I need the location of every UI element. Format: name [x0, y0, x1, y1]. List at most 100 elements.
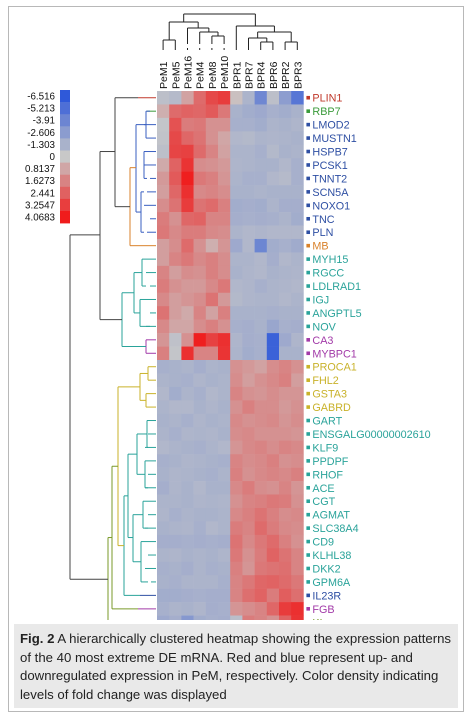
- heatmap-cell: [169, 602, 182, 616]
- heatmap-cell: [157, 360, 170, 374]
- heatmap-cell: [169, 185, 182, 199]
- heatmap-cell: [254, 279, 268, 294]
- legend-swatch: [60, 186, 70, 200]
- column-label: PeM1: [158, 61, 170, 89]
- heatmap-cell: [193, 494, 207, 509]
- heatmap-cell: [242, 481, 255, 495]
- heatmap-cell: [266, 588, 280, 603]
- heatmap-cell: [242, 91, 255, 105]
- heatmap-cell: [193, 360, 207, 374]
- heatmap-cell: [242, 588, 255, 603]
- row-marker: [306, 418, 310, 423]
- heatmap-cell: [218, 561, 231, 576]
- heatmap-cell: [291, 306, 304, 320]
- heatmap-cell: [205, 185, 219, 199]
- heatmap-cell: [169, 454, 182, 468]
- row-label: IL23R: [312, 590, 341, 602]
- row-marker: [306, 351, 310, 356]
- heatmap-cell: [193, 454, 207, 468]
- heatmap-cell: [279, 252, 292, 267]
- heatmap-cell: [169, 534, 182, 549]
- heatmap-cell: [181, 292, 194, 307]
- heatmap-cell: [242, 413, 255, 428]
- heatmap-cell: [157, 588, 170, 603]
- column-label: BPR1: [231, 61, 243, 89]
- heatmap-cell: [254, 104, 268, 119]
- row-marker: [306, 432, 310, 436]
- heatmap-cell: [181, 427, 194, 441]
- heatmap-cell: [279, 615, 292, 620]
- heatmap-cell: [230, 117, 243, 132]
- heatmap-cell: [218, 615, 231, 620]
- heatmap-cell: [193, 319, 207, 334]
- heatmap-cell: [266, 360, 280, 374]
- heatmap-cell: [218, 400, 231, 415]
- heatmap-cell: [157, 252, 170, 267]
- heatmap-cell: [193, 346, 207, 361]
- row-marker: [306, 580, 310, 584]
- heatmap-cell: [169, 265, 182, 280]
- row-marker: [306, 459, 310, 463]
- heatmap-cell: [242, 212, 255, 226]
- heatmap-cell: [242, 252, 255, 267]
- row-label: MUSTN1: [312, 133, 356, 145]
- heatmap-cell: [157, 481, 170, 495]
- heatmap-cell: [193, 440, 207, 455]
- heatmap-cell: [242, 225, 255, 240]
- column-label: PeM16: [183, 56, 195, 89]
- row-label: LDLRAD1: [312, 281, 361, 293]
- heatmap-cell: [230, 400, 243, 415]
- heatmap-cell: [291, 158, 304, 172]
- heatmap-cell: [205, 360, 219, 374]
- heatmap-cell: [181, 252, 194, 267]
- heatmap-cell: [205, 131, 219, 146]
- heatmap-cell: [169, 427, 182, 441]
- heatmap-cell: [193, 225, 207, 240]
- heatmap-cell: [169, 117, 182, 132]
- heatmap-cell: [254, 198, 268, 213]
- heatmap-cell: [266, 561, 280, 576]
- heatmap-cell: [279, 602, 292, 616]
- row-marker: [306, 297, 310, 302]
- row-label: ACE: [312, 483, 334, 495]
- heatmap-cell: [279, 454, 292, 468]
- heatmap-cell: [205, 144, 219, 159]
- legend-tick-label: -6.516: [27, 92, 55, 103]
- heatmap-cell: [242, 561, 255, 576]
- heatmap-cell: [205, 534, 219, 549]
- heatmap-cell: [242, 507, 255, 522]
- heatmap-cell: [169, 615, 182, 620]
- heatmap-cell: [254, 548, 268, 563]
- row-label: NOXO1: [312, 200, 350, 212]
- column-labels: PeM1 PeM5 PeM16 PeM4 PeM8 PeM10 BPR1 BPR7 BPR4 BP…: [158, 56, 304, 89]
- heatmap-cell: [279, 373, 292, 388]
- heatmap-cell: [266, 279, 280, 294]
- heatmap-cell: [181, 588, 194, 603]
- heatmap-cell: [169, 507, 182, 522]
- heatmap-cell: [157, 131, 170, 146]
- heatmap-cell: [169, 144, 182, 159]
- heatmap-cell: [254, 521, 268, 536]
- legend-swatch: [60, 114, 70, 127]
- row-marker: [306, 512, 310, 517]
- legend-swatch: [60, 162, 70, 175]
- heatmap-cell: [266, 467, 280, 482]
- heatmap-cell: [230, 198, 243, 213]
- heatmap-cell: [157, 440, 170, 455]
- heatmap-cell: [254, 346, 268, 361]
- row-label: PLIN1: [312, 93, 342, 105]
- heatmap-cell: [157, 507, 170, 522]
- column-label: PeM4: [195, 61, 207, 89]
- row-label: PCSK1: [312, 160, 347, 172]
- legend-tick-label: 0: [50, 152, 56, 163]
- heatmap-cell: [266, 373, 280, 388]
- heatmap-cell: [291, 413, 304, 428]
- heatmap-cell: [291, 91, 304, 105]
- heatmap-cell: [279, 238, 292, 253]
- heatmap-cell: [193, 91, 207, 105]
- heatmap-cell: [218, 454, 231, 468]
- heatmap-cell: [193, 534, 207, 549]
- heatmap-cell: [279, 561, 292, 576]
- heatmap-cell: [181, 306, 194, 320]
- heatmap-cell: [242, 521, 255, 536]
